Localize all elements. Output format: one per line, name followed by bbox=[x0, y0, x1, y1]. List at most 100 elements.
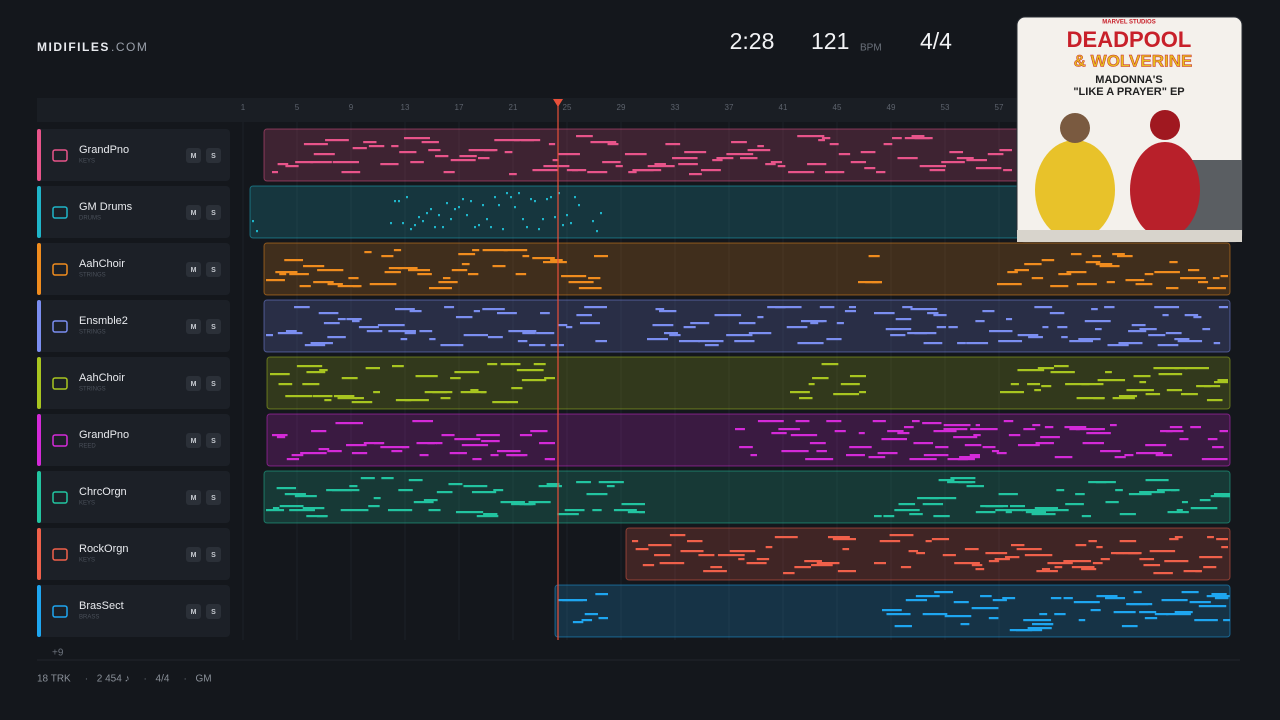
note bbox=[750, 454, 757, 457]
track-header[interactable] bbox=[37, 243, 230, 295]
note bbox=[419, 330, 433, 333]
note bbox=[683, 326, 696, 329]
note bbox=[1136, 452, 1164, 455]
track-mute-button[interactable] bbox=[186, 433, 201, 448]
track-header[interactable] bbox=[37, 186, 230, 238]
track-mute-button[interactable] bbox=[186, 205, 201, 220]
note bbox=[419, 454, 429, 457]
note bbox=[602, 161, 621, 164]
note bbox=[592, 509, 602, 512]
note bbox=[1218, 306, 1228, 309]
track-mute-button[interactable] bbox=[186, 262, 201, 277]
note bbox=[929, 169, 946, 172]
track-header[interactable] bbox=[37, 300, 230, 352]
note bbox=[449, 452, 467, 455]
note bbox=[1095, 328, 1102, 331]
note bbox=[911, 135, 925, 138]
note bbox=[490, 226, 492, 229]
note bbox=[417, 273, 432, 276]
note bbox=[429, 338, 436, 341]
track-solo-button[interactable] bbox=[206, 319, 221, 334]
note bbox=[1027, 627, 1052, 630]
track-solo-button[interactable] bbox=[206, 490, 221, 505]
album-art[interactable]: MARVEL STUDIOS DEADPOOL & WOLVERINE MADO… bbox=[1016, 16, 1243, 243]
note bbox=[941, 161, 965, 164]
note bbox=[1139, 328, 1157, 331]
note bbox=[1017, 444, 1040, 447]
note bbox=[1155, 454, 1173, 457]
note bbox=[266, 279, 285, 282]
track-mute-button[interactable] bbox=[186, 604, 201, 619]
note bbox=[1207, 536, 1214, 539]
track-solo-button[interactable] bbox=[206, 604, 221, 619]
note bbox=[876, 171, 886, 174]
track-mute-button[interactable] bbox=[186, 319, 201, 334]
note bbox=[868, 255, 880, 258]
track-solo-label: S bbox=[211, 609, 216, 616]
note bbox=[435, 155, 449, 158]
more-tracks[interactable]: +9 bbox=[52, 648, 64, 659]
note bbox=[522, 255, 530, 258]
note bbox=[956, 157, 974, 160]
track-solo-button[interactable] bbox=[206, 433, 221, 448]
note bbox=[998, 493, 1018, 496]
track-mute-button[interactable] bbox=[186, 376, 201, 391]
track-solo-button[interactable] bbox=[206, 205, 221, 220]
track-mute-button[interactable] bbox=[186, 148, 201, 163]
note bbox=[989, 330, 1013, 333]
track-solo-button[interactable] bbox=[206, 376, 221, 391]
note bbox=[765, 163, 776, 166]
note bbox=[600, 212, 602, 215]
note bbox=[992, 599, 1007, 602]
note bbox=[927, 312, 939, 315]
note bbox=[455, 316, 473, 319]
note bbox=[871, 281, 882, 284]
note bbox=[256, 230, 258, 233]
note bbox=[654, 163, 666, 166]
note bbox=[1165, 613, 1191, 616]
note bbox=[1179, 438, 1189, 441]
note bbox=[1174, 611, 1193, 614]
note bbox=[1044, 426, 1054, 429]
track-header[interactable] bbox=[37, 357, 230, 409]
note bbox=[1124, 454, 1134, 457]
note bbox=[1119, 513, 1136, 516]
note bbox=[1107, 344, 1129, 347]
note bbox=[1073, 601, 1100, 604]
track-mute-button[interactable] bbox=[186, 547, 201, 562]
note bbox=[596, 230, 598, 233]
note bbox=[1041, 509, 1069, 512]
track-solo-button[interactable] bbox=[206, 262, 221, 277]
note bbox=[302, 507, 325, 510]
track-header[interactable] bbox=[37, 471, 230, 523]
note bbox=[885, 328, 912, 331]
track-solo-button[interactable] bbox=[206, 148, 221, 163]
note bbox=[975, 511, 996, 514]
note bbox=[428, 149, 441, 152]
note bbox=[1198, 605, 1227, 608]
note bbox=[1203, 385, 1221, 388]
note bbox=[795, 420, 810, 423]
note bbox=[1119, 540, 1137, 543]
note bbox=[982, 310, 995, 313]
note bbox=[440, 344, 464, 347]
note bbox=[689, 173, 702, 176]
note bbox=[632, 540, 639, 543]
track-mute-button[interactable] bbox=[186, 490, 201, 505]
note bbox=[678, 340, 700, 343]
note bbox=[898, 503, 916, 506]
note bbox=[897, 432, 910, 435]
track-header[interactable] bbox=[37, 414, 230, 466]
track-header[interactable] bbox=[37, 585, 230, 637]
track-solo-button[interactable] bbox=[206, 547, 221, 562]
note bbox=[504, 151, 513, 154]
note bbox=[1092, 562, 1103, 565]
note bbox=[1085, 261, 1101, 264]
note bbox=[925, 540, 932, 543]
track-header[interactable] bbox=[37, 129, 230, 181]
note bbox=[316, 515, 327, 518]
note bbox=[639, 511, 645, 514]
track-icon bbox=[52, 206, 68, 219]
note bbox=[566, 326, 573, 329]
track-header[interactable] bbox=[37, 528, 230, 580]
